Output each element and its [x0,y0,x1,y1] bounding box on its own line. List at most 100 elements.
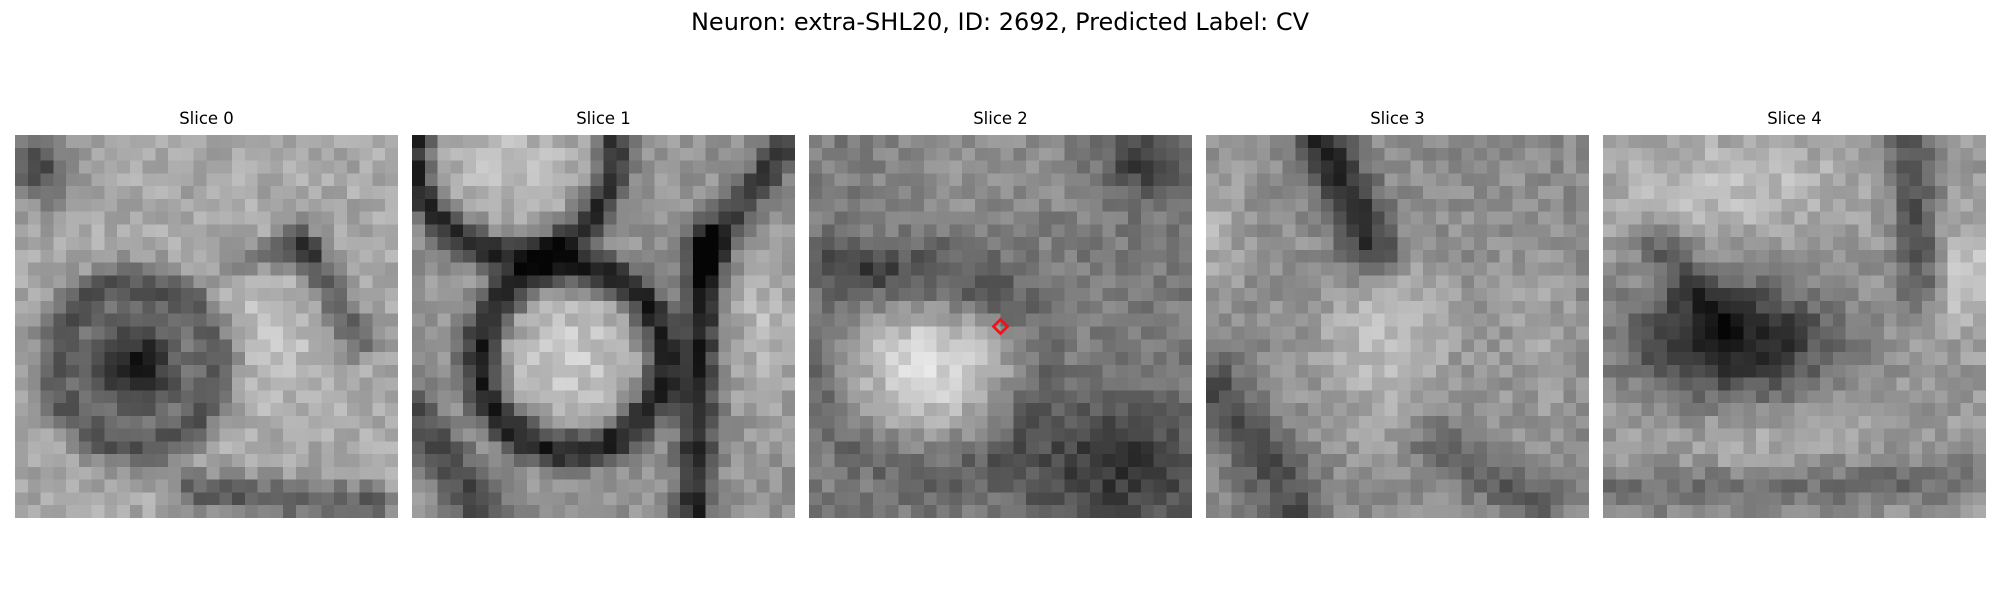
pixel [539,352,553,366]
pixel [1102,377,1116,391]
pixel [295,173,309,187]
pixel [641,300,655,314]
pixel [66,441,80,455]
pixel [193,275,207,289]
pixel [1820,441,1834,455]
pixel [1282,492,1296,506]
pixel [129,198,143,212]
pixel [1064,173,1078,187]
pixel [1666,300,1680,314]
pixel [1666,441,1680,455]
pixel [270,275,284,289]
pixel [577,326,591,340]
pixel [680,441,694,455]
pixel [552,403,566,417]
pixel [821,173,835,187]
pixel [1333,364,1347,378]
pixel [346,275,360,289]
pixel [180,288,194,302]
pixel [769,186,783,200]
pixel [1448,135,1462,149]
pixel [15,364,29,378]
pixel [860,288,874,302]
pixel [1756,390,1770,404]
pixel [40,364,54,378]
pixel [1730,364,1744,378]
pixel [756,390,770,404]
pixel [1333,249,1347,263]
pixel [346,313,360,327]
pixel [949,390,963,404]
pixel [1512,466,1526,480]
pixel [155,135,169,149]
pixel [27,377,41,391]
pixel [629,237,643,251]
pixel [372,160,386,174]
pixel [1871,237,1885,251]
pixel [450,454,464,468]
pixel [526,237,540,251]
pixel [437,249,451,263]
pixel [962,466,976,480]
pixel [1397,505,1411,518]
pixel [1308,339,1322,353]
pixel [359,160,373,174]
pixel [321,326,335,340]
pixel [1603,288,1617,302]
pixel [616,288,630,302]
pixel [270,377,284,391]
pixel [1461,135,1475,149]
pixel [1206,339,1220,353]
pixel [1934,377,1948,391]
pixel [1845,454,1859,468]
pixel [1537,300,1551,314]
pixel [1934,339,1948,353]
pixel [1603,377,1617,391]
pixel [911,288,925,302]
pixel [911,186,925,200]
pixel [117,237,131,251]
pixel [91,454,105,468]
pixel [501,160,515,174]
pixel [257,211,271,225]
pixel [232,352,246,366]
pixel [385,326,398,340]
pixel [78,326,92,340]
pixel [1768,288,1782,302]
pixel [1603,211,1617,225]
pixel [731,300,745,314]
pixel [155,428,169,442]
pixel [731,147,745,161]
slice-1-image [412,135,795,518]
pixel [1615,339,1629,353]
pixel [898,428,912,442]
pixel [1717,441,1731,455]
pixel [450,224,464,238]
pixel [1474,415,1488,429]
pixel [1934,211,1948,225]
pixel [1845,441,1859,455]
pixel [1781,466,1795,480]
pixel [1858,479,1872,493]
pixel [1641,428,1655,442]
pixel [603,288,617,302]
pixel [1717,198,1731,212]
pixel [616,441,630,455]
pixel [782,173,795,187]
pixel [847,377,861,391]
pixel [1603,224,1617,238]
pixel [1922,160,1936,174]
pixel [667,211,681,225]
pixel [104,198,118,212]
pixel [552,300,566,314]
pixel [1435,147,1449,161]
pixel [180,505,194,518]
pixel [1128,262,1142,276]
pixel [834,275,848,289]
pixel [1320,186,1334,200]
pixel [219,326,233,340]
pixel [27,160,41,174]
pixel [1244,300,1258,314]
pixel [206,466,220,480]
pixel [129,211,143,225]
